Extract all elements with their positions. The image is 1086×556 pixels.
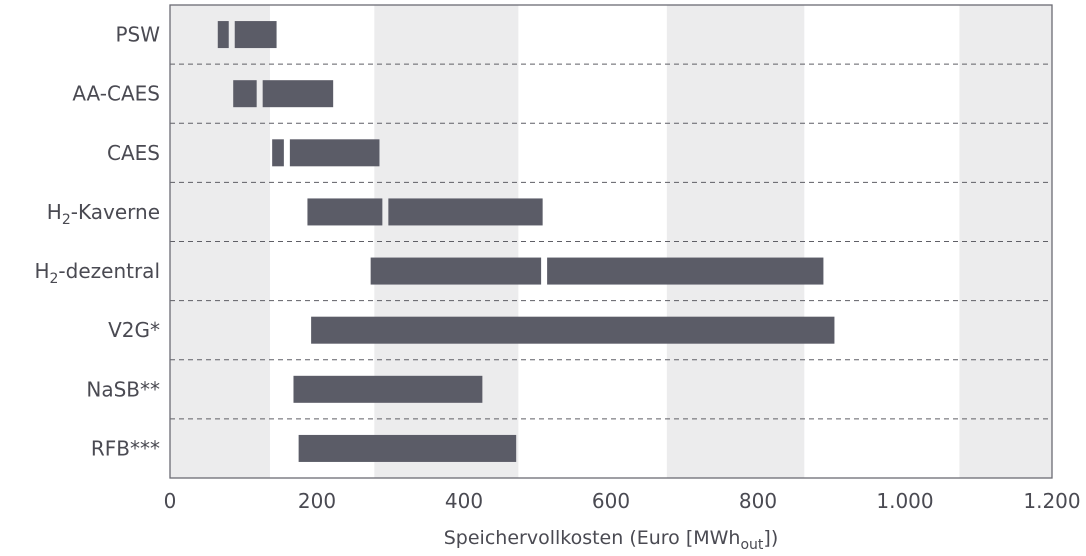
- category-label-1: AA-CAES: [72, 82, 160, 106]
- x-tick-label-5: 1.000: [876, 489, 933, 513]
- category-label-3: H2-Kaverne: [47, 200, 160, 228]
- bar-3-high: [388, 198, 543, 226]
- category-label-sub: 2: [62, 212, 71, 228]
- category-label-main: PSW: [115, 23, 160, 47]
- row-separators: [170, 63, 1052, 420]
- category-label-main: H: [34, 259, 49, 283]
- x-axis-title-end: ]): [763, 527, 778, 549]
- category-labels: PSWAA-CAESCAESH2-KaverneH2-dezentralV2G*…: [34, 23, 160, 461]
- x-tick-label-2: 400: [445, 489, 483, 513]
- x-tick-label-4: 800: [739, 489, 777, 513]
- category-label-sub: 2: [50, 271, 59, 287]
- bar-0-low: [217, 21, 229, 49]
- category-label-rest: -dezentral: [58, 259, 160, 283]
- bar-1-low: [233, 80, 257, 108]
- bar-0-high: [234, 21, 277, 49]
- x-axis-title-main: Speichervollkosten (Euro [MWh: [444, 527, 741, 549]
- x-tick-label-6: 1.200: [1023, 489, 1080, 513]
- category-label-main: V2G*: [108, 318, 160, 342]
- category-label-main: H: [47, 200, 62, 224]
- category-label-5: V2G*: [108, 318, 160, 342]
- category-label-main: NaSB**: [86, 377, 160, 401]
- bar-6: [293, 375, 483, 403]
- x-axis-title-sub: out: [740, 537, 763, 553]
- category-label-2: CAES: [107, 141, 160, 165]
- background-band-2: [666, 5, 805, 478]
- bar-2-low: [272, 139, 284, 167]
- bar-3-low: [307, 198, 383, 226]
- category-label-rest: -Kaverne: [71, 200, 160, 224]
- category-label-main: AA-CAES: [72, 82, 160, 106]
- bar-4-high: [547, 257, 824, 285]
- bar-2-high: [289, 139, 380, 167]
- category-label-0: PSW: [115, 23, 160, 47]
- x-tick-labels: 0 200 400 600 800 1.000 1.200: [164, 489, 1081, 513]
- x-tick-label-0: 0: [164, 489, 177, 513]
- category-label-4: H2-dezentral: [34, 259, 160, 287]
- x-tick-label-1: 200: [298, 489, 336, 513]
- bar-group: [217, 21, 835, 462]
- x-tick-label-3: 600: [592, 489, 630, 513]
- category-label-7: RFB***: [91, 436, 160, 460]
- bar-7: [298, 434, 517, 462]
- plot-frame: [169, 4, 1053, 479]
- bar-1-high: [262, 80, 334, 108]
- x-axis-title: Speichervollkosten (Euro [MWhout]): [444, 527, 779, 553]
- category-label-main: CAES: [107, 141, 160, 165]
- bar-5: [311, 316, 835, 344]
- category-label-main: RFB***: [91, 436, 160, 460]
- bar-4-low: [370, 257, 542, 285]
- category-label-6: NaSB**: [86, 377, 160, 401]
